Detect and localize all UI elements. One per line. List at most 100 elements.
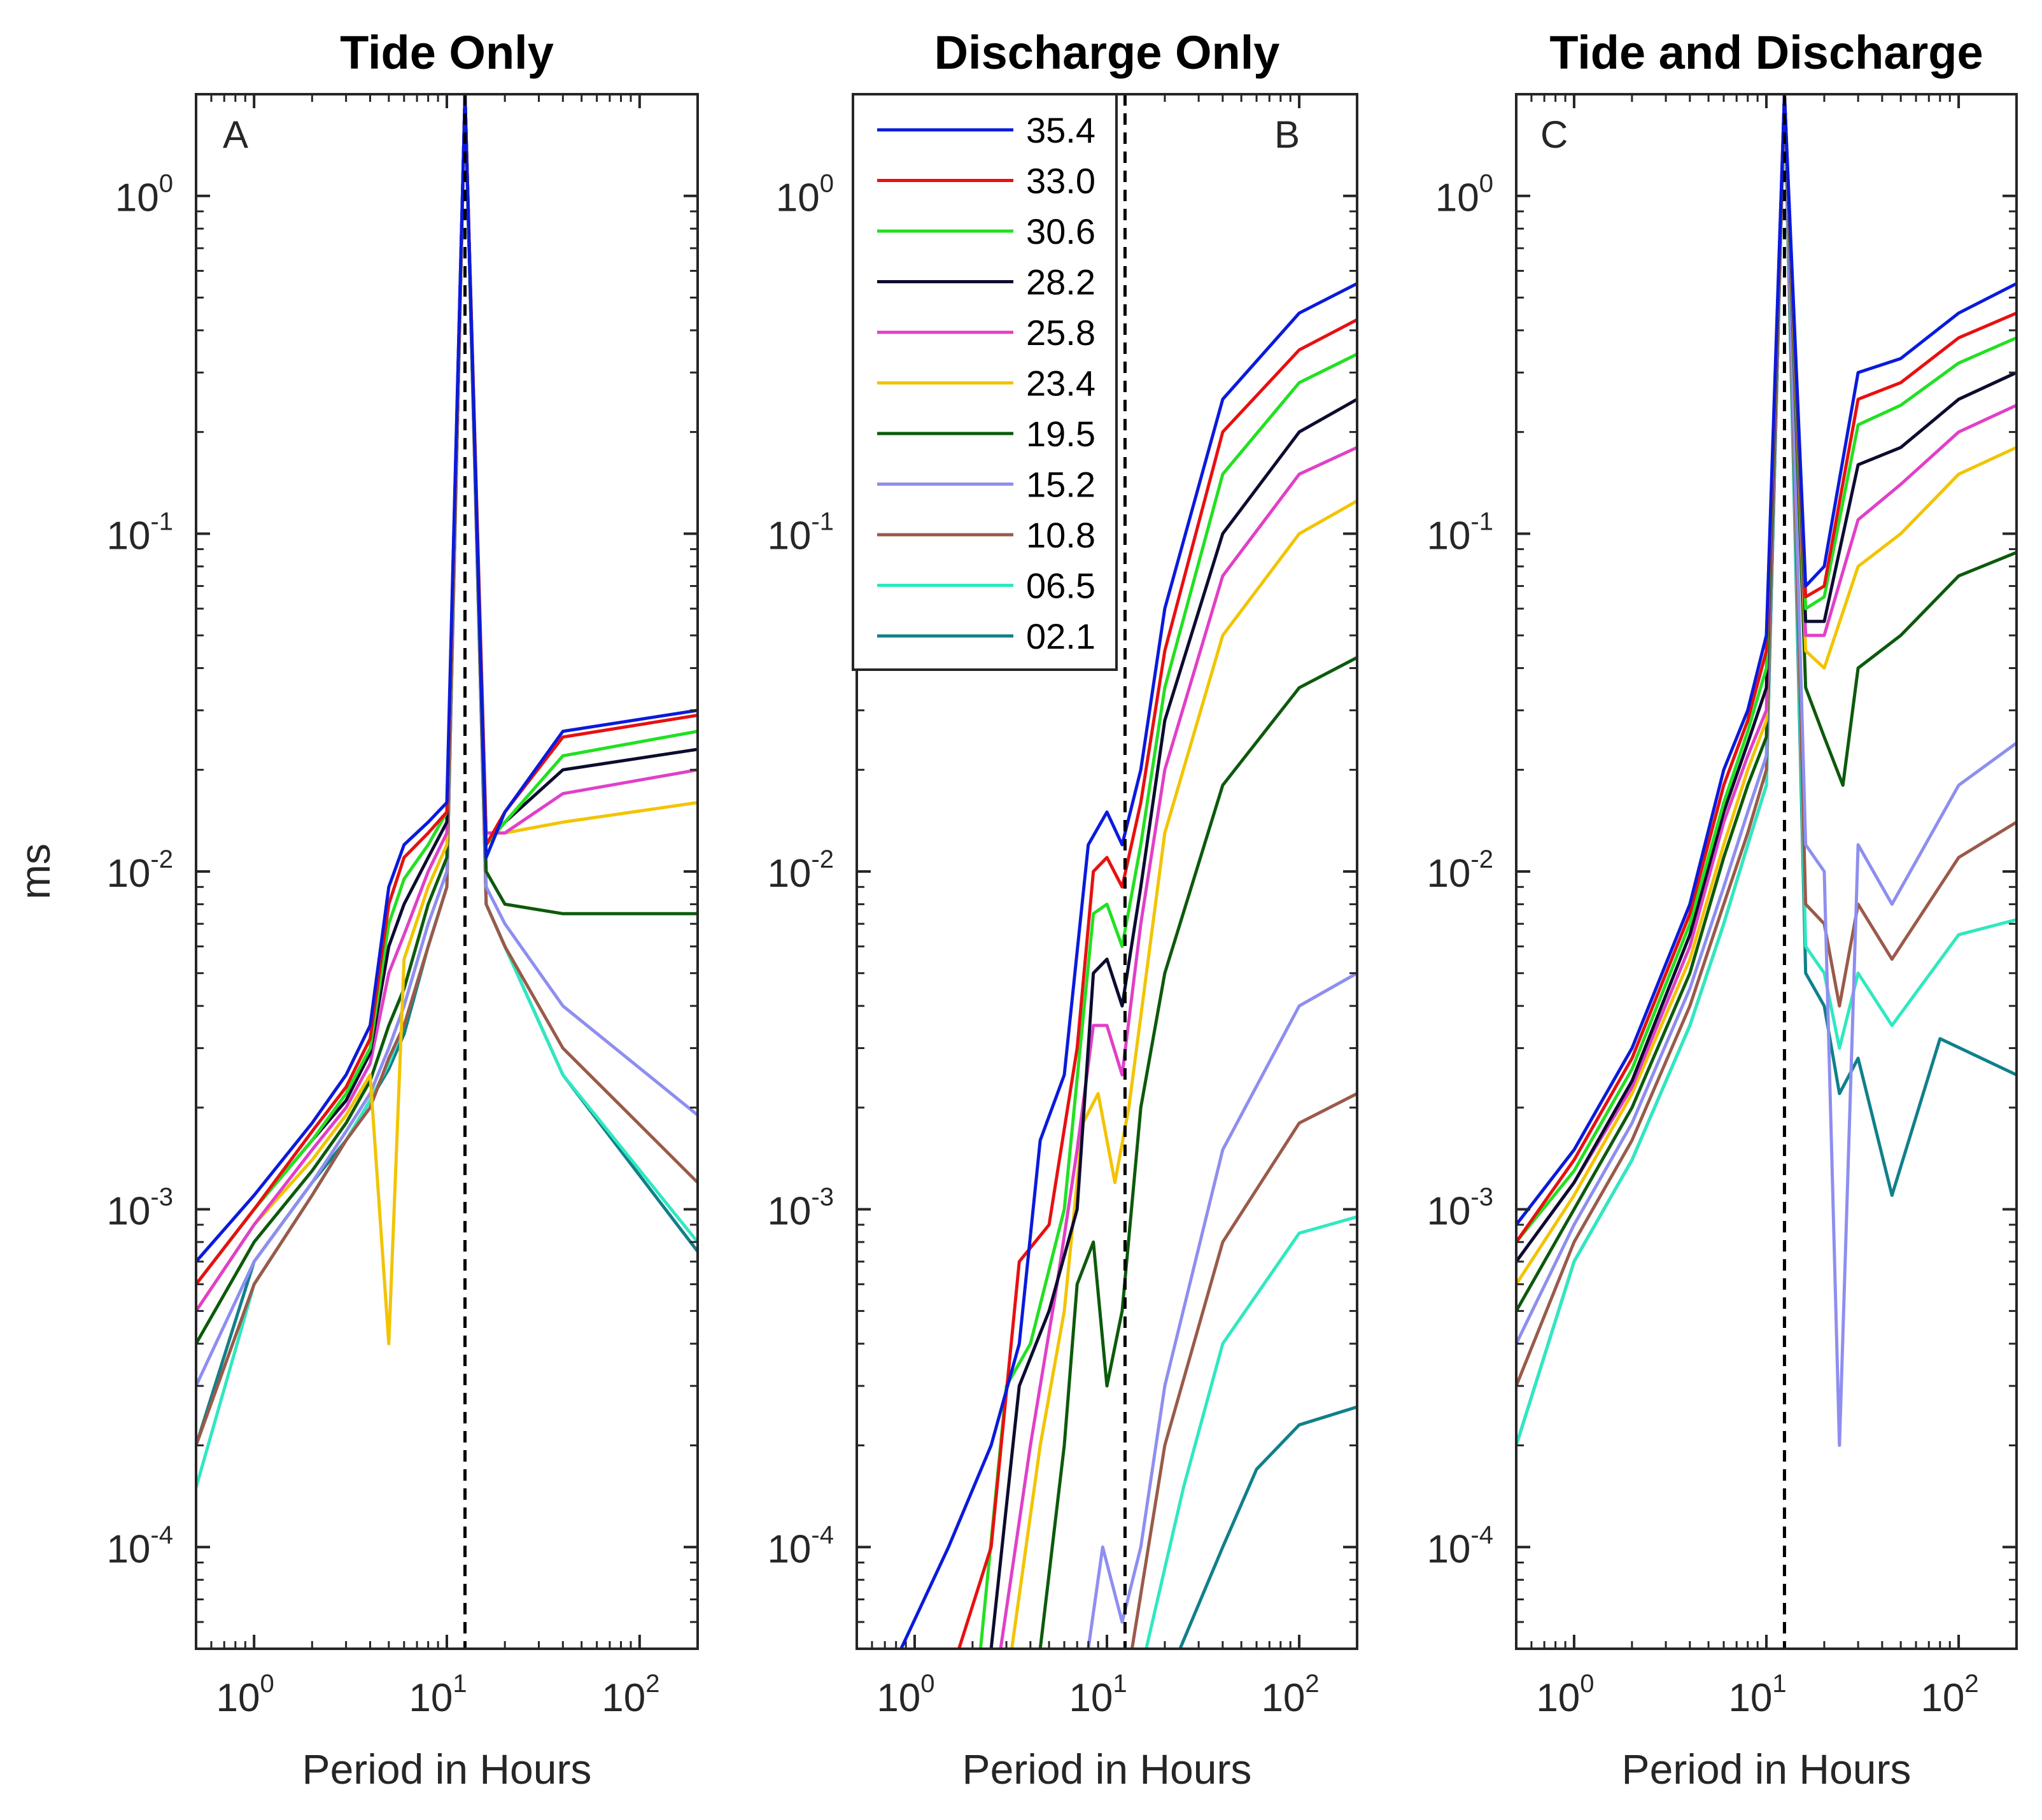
series-line-25.8 (196, 94, 698, 1312)
y-axis-label: ms (11, 843, 59, 899)
y-tick-exponent: -2 (150, 845, 173, 873)
x-tick-base: 10 (1920, 1676, 1964, 1720)
y-tick-label: 100 (776, 170, 834, 220)
x-tick-label: 101 (1728, 1670, 1786, 1720)
x-tick-base: 10 (1536, 1676, 1580, 1720)
x-tick-label: 102 (1261, 1670, 1319, 1720)
series-line-10.8 (196, 94, 698, 1446)
x-tick-label: 100 (877, 1670, 934, 1720)
y-tick-exponent: 0 (820, 170, 834, 198)
series-line-19.5 (196, 94, 698, 1345)
y-tick-exponent: -1 (811, 507, 834, 535)
legend: 35.4 33.0 30.6 28.2 25.8 23.4 19.5 15.2 10.8 06.5… (852, 93, 1118, 671)
legend-label-25.8: 25.8 (1026, 313, 1095, 353)
x-tick-base: 10 (877, 1676, 920, 1720)
y-tick-base: 10 (1426, 1527, 1470, 1571)
y-tick-label: 10-3 (1426, 1183, 1493, 1234)
y-tick-base: 10 (767, 1527, 811, 1571)
x-tick-exponent: 0 (260, 1670, 274, 1698)
series-line-19.5 (1038, 656, 1357, 1649)
legend-label-15.2: 15.2 (1026, 465, 1095, 505)
y-tick-label: 10-4 (106, 1521, 173, 1571)
series-line-02.1 (1178, 1405, 1357, 1649)
x-tick-exponent: 2 (1305, 1670, 1319, 1698)
y-tick-base: 10 (106, 1527, 150, 1571)
y-tick-exponent: -2 (1470, 845, 1493, 873)
x-tick-exponent: 1 (1113, 1670, 1127, 1698)
y-tick-exponent: 0 (159, 170, 173, 198)
y-tick-base: 10 (1435, 176, 1479, 220)
series-line-35.4 (1516, 94, 2017, 1226)
y-tick-base: 10 (106, 1190, 150, 1234)
y-tick-label: 10-2 (767, 845, 834, 896)
y-tick-label: 10-1 (767, 507, 834, 558)
series-line-35.4 (196, 94, 698, 1263)
series-line-10.8 (1130, 1092, 1357, 1649)
legend-label-28.2: 28.2 (1026, 262, 1095, 302)
y-tick-label: 10-3 (767, 1183, 834, 1234)
y-tick-base: 10 (1426, 514, 1470, 558)
x-tick-base: 10 (1069, 1676, 1113, 1720)
panel-b: Discharge Only 100 101 10210010-110-210-31… (767, 26, 1358, 1793)
series-line-33.0 (957, 318, 1357, 1649)
panel-a-x-axis-label: Period in Hours (302, 1746, 592, 1793)
y-tick-exponent: -3 (811, 1183, 834, 1211)
x-tick-label: 100 (216, 1670, 274, 1720)
y-tick-base: 10 (767, 514, 811, 558)
y-tick-label: 10-2 (106, 845, 173, 896)
y-tick-base: 10 (767, 852, 811, 896)
panel-b-series (899, 282, 1357, 1649)
x-tick-base: 10 (1728, 1676, 1772, 1720)
y-tick-base: 10 (106, 514, 150, 558)
y-tick-exponent: -4 (150, 1521, 173, 1549)
panel-c-frame (1515, 93, 2018, 1650)
x-tick-label: 102 (602, 1670, 659, 1720)
panel-a-letter: A (223, 113, 248, 156)
y-tick-exponent: -4 (811, 1521, 834, 1549)
panel-c-title: Tide and Discharge (1549, 26, 1983, 79)
y-tick-exponent: -4 (1470, 1521, 1493, 1549)
x-tick-exponent: 2 (645, 1670, 659, 1698)
series-line-30.6 (978, 353, 1357, 1649)
y-tick-exponent: -1 (150, 507, 173, 535)
y-tick-base: 10 (1426, 1190, 1470, 1234)
x-tick-label: 102 (1920, 1670, 1978, 1720)
series-line-30.6 (1516, 94, 2017, 1243)
y-tick-label: 100 (115, 170, 173, 220)
x-tick-label: 101 (409, 1670, 467, 1720)
series-line-10.8 (1516, 94, 2017, 1387)
legend-entries: 35.4 33.0 30.6 28.2 25.8 23.4 19.5 15.2 10.8 06.5… (877, 110, 1095, 656)
panel-c: Tide and Discharge 100 101 10210010-110-21… (1426, 26, 2018, 1793)
panel-c-series (1516, 94, 2017, 1447)
series-line-28.2 (1516, 94, 2017, 1263)
y-tick-label: 10-1 (1426, 507, 1493, 558)
series-line-06.5 (1516, 94, 2017, 1446)
y-tick-exponent: -1 (1470, 507, 1493, 535)
panel-c-letter: C (1540, 113, 1568, 156)
panel-b-letter: B (1274, 113, 1300, 156)
panel-a-series (196, 94, 698, 1488)
y-tick-label: 10-4 (767, 1521, 834, 1571)
y-tick-exponent: -2 (811, 845, 834, 873)
y-tick-label: 100 (1435, 170, 1493, 220)
y-tick-exponent: -3 (150, 1183, 173, 1211)
series-line-15.2 (1516, 94, 2017, 1447)
series-line-15.2 (196, 94, 698, 1387)
panel-a-frame (195, 93, 699, 1650)
legend-label-10.8: 10.8 (1026, 515, 1095, 555)
series-line-25.8 (999, 446, 1357, 1649)
y-tick-base: 10 (106, 852, 150, 896)
x-tick-base: 10 (1261, 1676, 1305, 1720)
legend-label-06.5: 06.5 (1026, 566, 1095, 606)
x-tick-exponent: 0 (1580, 1670, 1594, 1698)
panel-a-title: Tide Only (340, 26, 554, 79)
legend-label-35.4: 35.4 (1026, 110, 1095, 150)
series-line-28.2 (989, 398, 1357, 1649)
series-line-35.4 (899, 282, 1357, 1649)
x-tick-exponent: 0 (920, 1670, 934, 1698)
y-tick-base: 10 (1426, 852, 1470, 896)
y-tick-exponent: -3 (1470, 1183, 1493, 1211)
x-tick-base: 10 (409, 1676, 453, 1720)
